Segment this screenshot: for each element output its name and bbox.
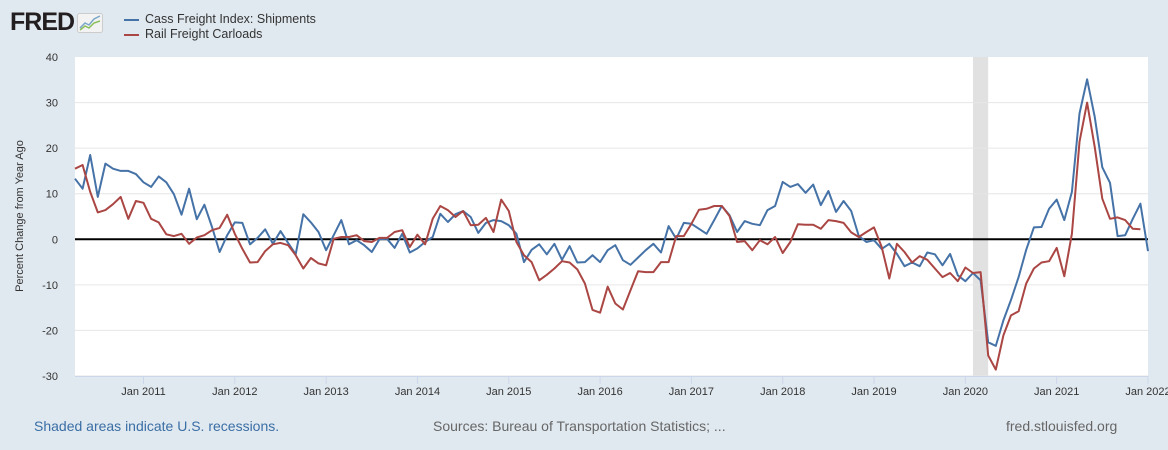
chart-legend: Cass Freight Index: Shipments Rail Freig… xyxy=(124,12,316,42)
legend-label-rail: Rail Freight Carloads xyxy=(145,27,263,41)
y-tick-label: 30 xyxy=(46,98,58,110)
x-tick-label: Jan 2022 xyxy=(1125,386,1168,398)
y-axis-label: Percent Change from Year Ago xyxy=(14,140,26,292)
x-tick-label: Jan 2012 xyxy=(212,386,257,398)
site-link[interactable]: fred.stlouisfed.org xyxy=(1006,418,1118,434)
y-tick-label: 20 xyxy=(46,143,58,155)
series-line-rail-freight-carloads[interactable] xyxy=(74,101,1141,371)
recession-note-link[interactable]: Shaded areas indicate U.S. recessions. xyxy=(34,418,280,434)
x-tick-label: Jan 2019 xyxy=(851,386,896,398)
x-tick-label: Jan 2020 xyxy=(943,386,988,398)
x-tick-label: Jan 2014 xyxy=(395,386,440,398)
legend-item-cass[interactable]: Cass Freight Index: Shipments xyxy=(124,12,316,27)
y-tick-label: 0 xyxy=(52,234,58,246)
x-tick-label: Jan 2013 xyxy=(303,386,348,398)
y-tick-label: -30 xyxy=(42,371,58,383)
x-tick-label: Jan 2021 xyxy=(1034,386,1079,398)
fred-logo[interactable]: FRED xyxy=(10,8,104,37)
legend-item-rail[interactable]: Rail Freight Carloads xyxy=(124,27,316,42)
x-tick-label: Jan 2017 xyxy=(669,386,714,398)
legend-swatch-rail xyxy=(124,33,139,36)
series-line-cass-freight-shipments[interactable] xyxy=(74,78,1149,347)
y-tick-label: -20 xyxy=(42,325,58,337)
legend-swatch-cass xyxy=(124,18,139,21)
y-tick-label: -10 xyxy=(42,280,58,292)
fred-logo-text: FRED xyxy=(10,8,75,36)
sources-text[interactable]: Sources: Bureau of Transportation Statis… xyxy=(433,418,726,434)
recession-shading xyxy=(972,57,989,376)
legend-label-cass: Cass Freight Index: Shipments xyxy=(145,12,316,26)
x-tick-label: Jan 2011 xyxy=(121,386,165,398)
x-tick-label: Jan 2018 xyxy=(760,386,805,398)
plot-area xyxy=(75,57,1148,376)
x-tick-label: Jan 2015 xyxy=(486,386,531,398)
chart-logo-icon xyxy=(77,12,104,33)
y-tick-label: 10 xyxy=(46,189,58,201)
x-tick-label: Jan 2016 xyxy=(577,386,622,398)
y-tick-label: 40 xyxy=(46,52,58,64)
